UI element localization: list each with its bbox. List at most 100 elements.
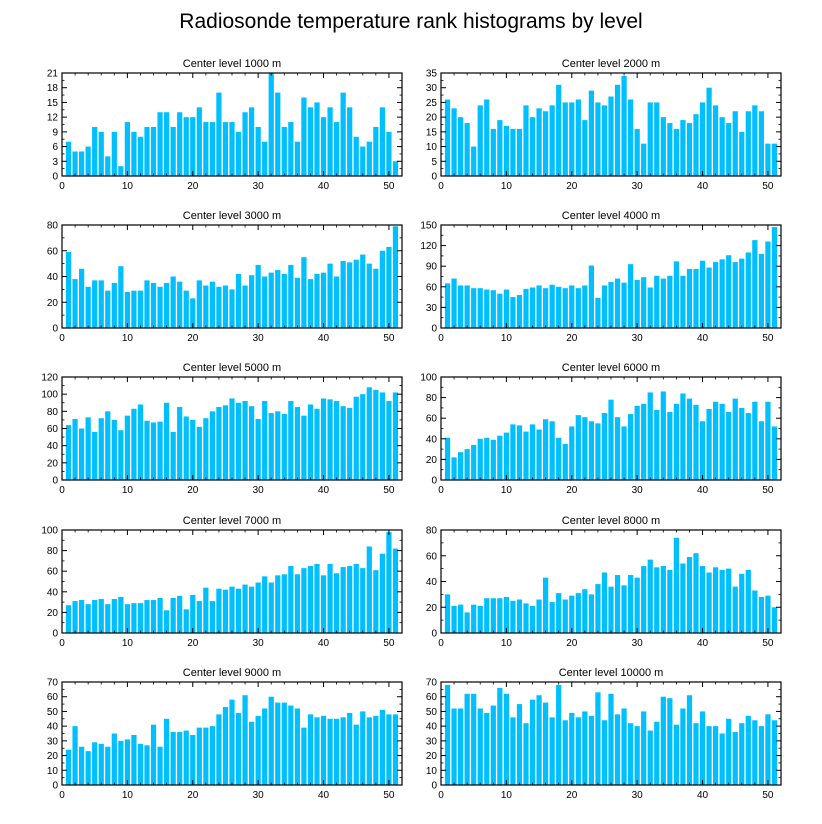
- x-tick-label: 20: [187, 638, 199, 649]
- histogram-bar: [582, 589, 588, 633]
- histogram-bar: [203, 122, 209, 176]
- x-tick-label: 20: [187, 333, 199, 344]
- y-tick-label: 70: [47, 678, 59, 689]
- histogram-bar: [111, 282, 117, 328]
- histogram-bar: [360, 254, 366, 328]
- histogram-bar: [660, 566, 666, 633]
- histogram-bar: [477, 438, 483, 480]
- histogram-bar: [562, 720, 568, 785]
- histogram-bar: [667, 123, 673, 176]
- histogram-bar: [118, 596, 124, 633]
- histogram-bar: [164, 282, 170, 328]
- histogram-bar: [641, 566, 647, 633]
- histogram-bar: [386, 401, 392, 480]
- histogram-bar: [118, 740, 124, 785]
- histogram-bar: [340, 717, 346, 785]
- histogram-bar: [451, 605, 457, 633]
- histogram-bar: [72, 151, 78, 176]
- histogram-bar: [601, 413, 608, 480]
- x-tick-label: 50: [383, 485, 395, 496]
- histogram-bar: [144, 420, 150, 480]
- histogram-bar: [190, 298, 196, 328]
- histogram-bar: [170, 732, 176, 785]
- y-tick-label: 40: [47, 441, 59, 452]
- panel-title: Center level 1000 m: [183, 58, 281, 70]
- x-tick-label: 10: [501, 485, 513, 496]
- histogram-bar: [255, 126, 261, 176]
- y-tick-label: 90: [426, 262, 438, 273]
- histogram-bar: [209, 601, 215, 633]
- x-tick-label: 0: [59, 638, 65, 649]
- histogram-bar: [131, 734, 137, 785]
- histogram-bar: [765, 143, 771, 176]
- histogram-bar: [765, 401, 771, 480]
- histogram-bar: [758, 421, 764, 480]
- histogram-bar: [758, 726, 764, 785]
- histogram-bar: [562, 599, 568, 633]
- histogram-bar: [392, 714, 399, 785]
- histogram-bar: [327, 107, 333, 176]
- x-tick-label: 20: [187, 181, 199, 192]
- histogram-bar: [360, 568, 366, 633]
- histogram-bar: [105, 290, 111, 328]
- y-tick-label: 6: [52, 142, 58, 153]
- histogram-bar: [353, 136, 359, 176]
- histogram-bar: [170, 597, 176, 633]
- histogram-bar: [569, 102, 575, 176]
- y-tick-label: 20: [47, 458, 59, 469]
- x-tick-label: 10: [501, 790, 513, 801]
- histogram-bar: [347, 566, 353, 633]
- x-tick-label: 40: [318, 638, 330, 649]
- histogram-bar: [582, 285, 588, 328]
- y-tick-label: 30: [426, 83, 438, 94]
- histogram-bar: [464, 449, 470, 480]
- histogram-bar: [190, 734, 196, 785]
- histogram-bar: [320, 117, 327, 176]
- histogram-bar: [490, 705, 496, 785]
- y-tick-label: 50: [426, 707, 438, 718]
- histogram-bar: [235, 588, 242, 633]
- y-tick-label: 60: [47, 567, 59, 578]
- histogram-bar: [242, 401, 248, 480]
- histogram-bar: [334, 573, 340, 633]
- histogram-bar: [379, 107, 385, 176]
- x-tick-label: 50: [383, 333, 395, 344]
- y-tick-label: 0: [431, 476, 437, 487]
- histogram-bar: [706, 572, 712, 633]
- histogram-bar: [105, 411, 111, 480]
- y-tick-label: 30: [426, 303, 438, 314]
- histogram-bar: [510, 128, 516, 176]
- panel-4: Center level 4000 m 0 10 20 30 40 50 0 30 60 90 120…: [420, 210, 782, 344]
- histogram-bar: [170, 276, 176, 328]
- histogram-bar: [379, 709, 385, 785]
- y-tick-label: 3: [52, 157, 58, 168]
- histogram-bar: [79, 428, 85, 480]
- histogram-bar: [249, 406, 255, 480]
- histogram-bar: [196, 727, 202, 785]
- x-tick-label: 0: [438, 485, 444, 496]
- histogram-bar: [183, 290, 189, 328]
- histogram-bar: [745, 715, 751, 785]
- y-tick-label: 10: [426, 766, 438, 777]
- histogram-bar: [235, 402, 242, 480]
- panel-9: Center level 9000 m 0 10 20 30 40 50 0 10 20 30 40 5…: [47, 667, 403, 801]
- histogram-bar: [569, 285, 575, 328]
- y-tick-label: 20: [426, 603, 438, 614]
- y-tick-label: 35: [426, 69, 438, 80]
- histogram-bar: [739, 723, 745, 785]
- y-tick-label: 40: [47, 722, 59, 733]
- histogram-bar: [451, 708, 457, 785]
- histogram-bar: [451, 108, 457, 176]
- histogram-bar: [614, 278, 621, 328]
- x-tick-label: 40: [697, 333, 709, 344]
- y-tick-label: 0: [431, 172, 437, 183]
- histogram-bar: [471, 444, 477, 480]
- y-tick-label: 80: [47, 221, 59, 232]
- histogram-bar: [549, 284, 555, 328]
- histogram-bar: [307, 107, 314, 176]
- x-tick-label: 10: [122, 333, 134, 344]
- histogram-bar: [255, 582, 261, 633]
- panel-title: Center level 5000 m: [183, 362, 281, 374]
- histogram-bar: [765, 241, 771, 328]
- histogram-bar: [634, 279, 640, 328]
